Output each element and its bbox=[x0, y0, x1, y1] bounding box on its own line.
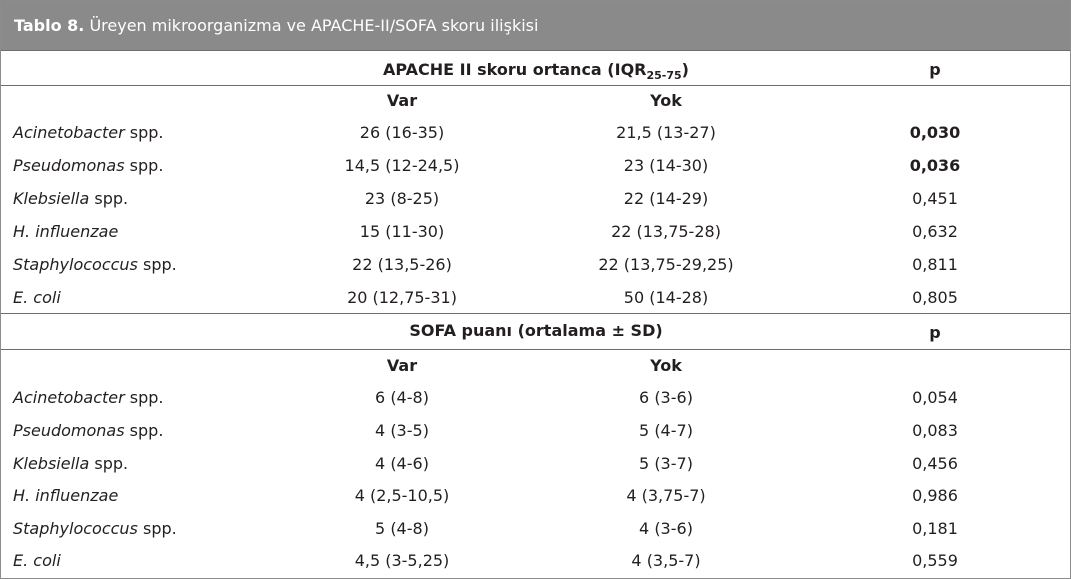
p-value: 0,181 bbox=[912, 519, 958, 538]
yok-value: 5 (3-7) bbox=[639, 454, 693, 473]
organism-name: Staphylococcus spp. bbox=[13, 255, 177, 275]
yok-value: 21,5 (13-27) bbox=[616, 123, 716, 142]
p-value: 0,451 bbox=[912, 189, 958, 208]
yok-value: 4 (3,5-7) bbox=[631, 551, 701, 570]
caption-text: Üreyen mikroorganizma ve APACHE-II/SOFA … bbox=[84, 16, 539, 35]
sofa-var-header: Var bbox=[386, 356, 418, 375]
sofa-p-header: p bbox=[929, 323, 941, 342]
p-value: 0,036 bbox=[909, 156, 961, 175]
organism-suffix: spp. bbox=[124, 123, 164, 142]
caption-label: Tablo 8. bbox=[14, 16, 85, 35]
organism-name: Klebsiella spp. bbox=[13, 454, 128, 474]
organism-genus: E. coli bbox=[13, 288, 61, 307]
organism-name: H. influenzae bbox=[13, 486, 118, 506]
organism-genus: Acinetobacter bbox=[13, 123, 125, 142]
apache-p-header: p bbox=[929, 60, 941, 79]
p-value: 0,083 bbox=[912, 421, 958, 440]
organism-name: Acinetobacter spp. bbox=[13, 388, 164, 408]
p-value: 0,805 bbox=[912, 288, 958, 307]
divider-sofa-header bbox=[1, 349, 1070, 350]
yok-value: 5 (4-7) bbox=[639, 421, 693, 440]
p-value: 0,986 bbox=[912, 486, 958, 505]
yok-value: 4 (3,75-7) bbox=[626, 486, 706, 505]
organism-name: E. coli bbox=[13, 288, 61, 308]
p-value: 0,456 bbox=[912, 454, 958, 473]
var-value: 20 (12,75-31) bbox=[347, 288, 457, 307]
var-value: 26 (16-35) bbox=[359, 123, 445, 142]
organism-suffix: spp. bbox=[124, 156, 164, 175]
divider-apache-header bbox=[1, 85, 1070, 86]
organism-genus: H. influenzae bbox=[13, 486, 119, 505]
var-value: 4 (3-5) bbox=[375, 421, 429, 440]
organism-name: Pseudomonas spp. bbox=[13, 156, 163, 176]
organism-suffix: spp. bbox=[89, 189, 129, 208]
organism-suffix: spp. bbox=[137, 255, 177, 274]
organism-genus: H. influenzae bbox=[13, 222, 119, 241]
organism-name: E. coli bbox=[13, 551, 61, 571]
var-value: 14,5 (12-24,5) bbox=[344, 156, 460, 175]
organism-suffix: spp. bbox=[89, 454, 129, 473]
divider-middle bbox=[1, 313, 1070, 314]
yok-value: 4 (3-6) bbox=[639, 519, 693, 538]
yok-value: 22 (13,75-28) bbox=[611, 222, 721, 241]
yok-value: 22 (13,75-29,25) bbox=[598, 255, 734, 274]
var-value: 4 (2,5-10,5) bbox=[354, 486, 450, 505]
sofa-section-title: SOFA puanı (ortalama ± SD) bbox=[409, 321, 663, 340]
organism-genus: Staphylococcus bbox=[13, 519, 138, 538]
var-value: 4 (4-6) bbox=[375, 454, 429, 473]
organism-genus: Klebsiella bbox=[13, 454, 90, 473]
var-value: 5 (4-8) bbox=[375, 519, 429, 538]
var-value: 4,5 (3-5,25) bbox=[354, 551, 450, 570]
organism-genus: Klebsiella bbox=[13, 189, 90, 208]
p-value: 0,811 bbox=[912, 255, 958, 274]
organism-genus: Pseudomonas bbox=[13, 156, 125, 175]
yok-value: 23 (14-30) bbox=[623, 156, 709, 175]
var-value: 15 (11-30) bbox=[359, 222, 445, 241]
var-value: 22 (13,5-26) bbox=[352, 255, 452, 274]
organism-suffix: spp. bbox=[137, 519, 177, 538]
var-value: 23 (8-25) bbox=[364, 189, 440, 208]
organism-genus: E. coli bbox=[13, 551, 61, 570]
yok-value: 22 (14-29) bbox=[623, 189, 709, 208]
organism-name: Staphylococcus spp. bbox=[13, 519, 177, 539]
yok-value: 50 (14-28) bbox=[623, 288, 709, 307]
apache-section-title: APACHE II skoru ortanca (IQR25-75) bbox=[383, 60, 689, 82]
organism-name: Klebsiella spp. bbox=[13, 189, 128, 209]
apache-yok-header: Yok bbox=[650, 91, 682, 110]
p-value: 0,632 bbox=[912, 222, 958, 241]
organism-name: Pseudomonas spp. bbox=[13, 421, 163, 441]
p-value: 0,030 bbox=[909, 123, 961, 142]
organism-suffix: spp. bbox=[124, 421, 164, 440]
p-value: 0,559 bbox=[912, 551, 958, 570]
organism-name: H. influenzae bbox=[13, 222, 118, 242]
table-caption: Tablo 8. Üreyen mikroorganizma ve APACHE… bbox=[1, 1, 1070, 50]
organism-suffix: spp. bbox=[124, 388, 164, 407]
organism-genus: Staphylococcus bbox=[13, 255, 138, 274]
divider-top bbox=[1, 50, 1070, 51]
yok-value: 6 (3-6) bbox=[639, 388, 693, 407]
var-value: 6 (4-8) bbox=[375, 388, 429, 407]
apache-var-header: Var bbox=[386, 91, 418, 110]
sofa-yok-header: Yok bbox=[650, 356, 682, 375]
organism-genus: Acinetobacter bbox=[13, 388, 125, 407]
organism-genus: Pseudomonas bbox=[13, 421, 125, 440]
organism-name: Acinetobacter spp. bbox=[13, 123, 164, 143]
p-value: 0,054 bbox=[912, 388, 958, 407]
